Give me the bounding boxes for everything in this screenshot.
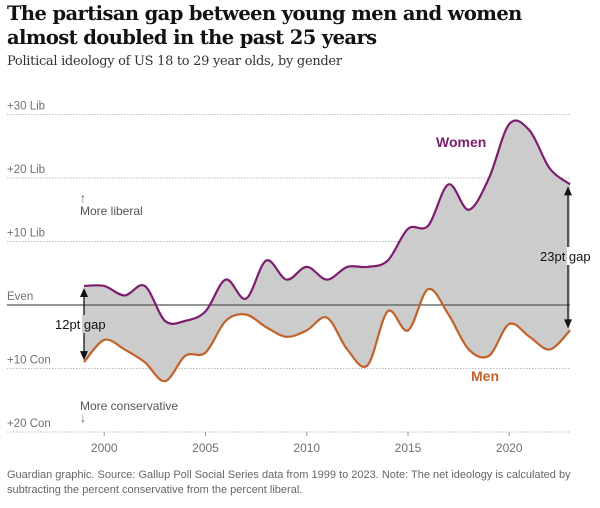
gap-start-label-bg-left bbox=[52, 315, 82, 333]
gap-end-annotation: 23pt gap bbox=[538, 186, 600, 329]
x-tick-label: 2005 bbox=[192, 441, 219, 455]
women-series-line bbox=[83, 119, 571, 325]
gap-start-annotation: 12pt gap bbox=[52, 287, 114, 361]
x-axis-labels: 2000 2005 2010 2015 2020 bbox=[91, 432, 523, 455]
arrow-up-icon bbox=[564, 186, 572, 196]
women-series-label: Women bbox=[436, 134, 486, 150]
x-tick-label: 2000 bbox=[91, 441, 118, 455]
chart-subtitle: Political ideology of US 18 to 29 year o… bbox=[7, 54, 342, 69]
men-series-label: Men bbox=[471, 368, 499, 384]
x-tick-label: 2010 bbox=[293, 441, 320, 455]
more-liberal-annotation: More liberal bbox=[80, 204, 143, 218]
gap-fill-area bbox=[84, 120, 570, 382]
y-tick-label: +30 Lib bbox=[7, 101, 45, 113]
arrow-down-icon bbox=[80, 351, 88, 361]
gap-end-label: 23pt gap bbox=[540, 249, 591, 264]
arrow-up-icon bbox=[80, 287, 88, 297]
more-conservative-annotation: More conservative bbox=[80, 399, 178, 413]
y-tick-label: +10 Con bbox=[7, 355, 51, 367]
y-axis-labels: +30 Lib +20 Lib +10 Lib Even +10 Con +20 Con bbox=[7, 101, 51, 431]
x-tick-label: 2015 bbox=[395, 441, 422, 455]
y-tick-label: Even bbox=[7, 291, 33, 303]
gap-start-label: 12pt gap bbox=[55, 317, 106, 332]
y-tick-label: +20 Lib bbox=[7, 164, 45, 176]
y-tick-label: +10 Lib bbox=[7, 228, 45, 240]
gap-end-label-bg-left bbox=[538, 247, 567, 265]
more-conservative-arrow-icon: ↓ bbox=[80, 411, 86, 425]
x-tick-label: 2020 bbox=[496, 441, 523, 455]
chart-footer-source-note: Guardian graphic. Source: Gallup Poll So… bbox=[7, 469, 571, 496]
y-tick-label: +20 Con bbox=[7, 418, 51, 430]
men-series-line bbox=[83, 287, 571, 383]
arrow-down-icon bbox=[564, 319, 572, 329]
more-liberal-arrow-icon: ↑ bbox=[80, 191, 86, 205]
chart-title: The partisan gap between young men and w… bbox=[7, 2, 522, 49]
